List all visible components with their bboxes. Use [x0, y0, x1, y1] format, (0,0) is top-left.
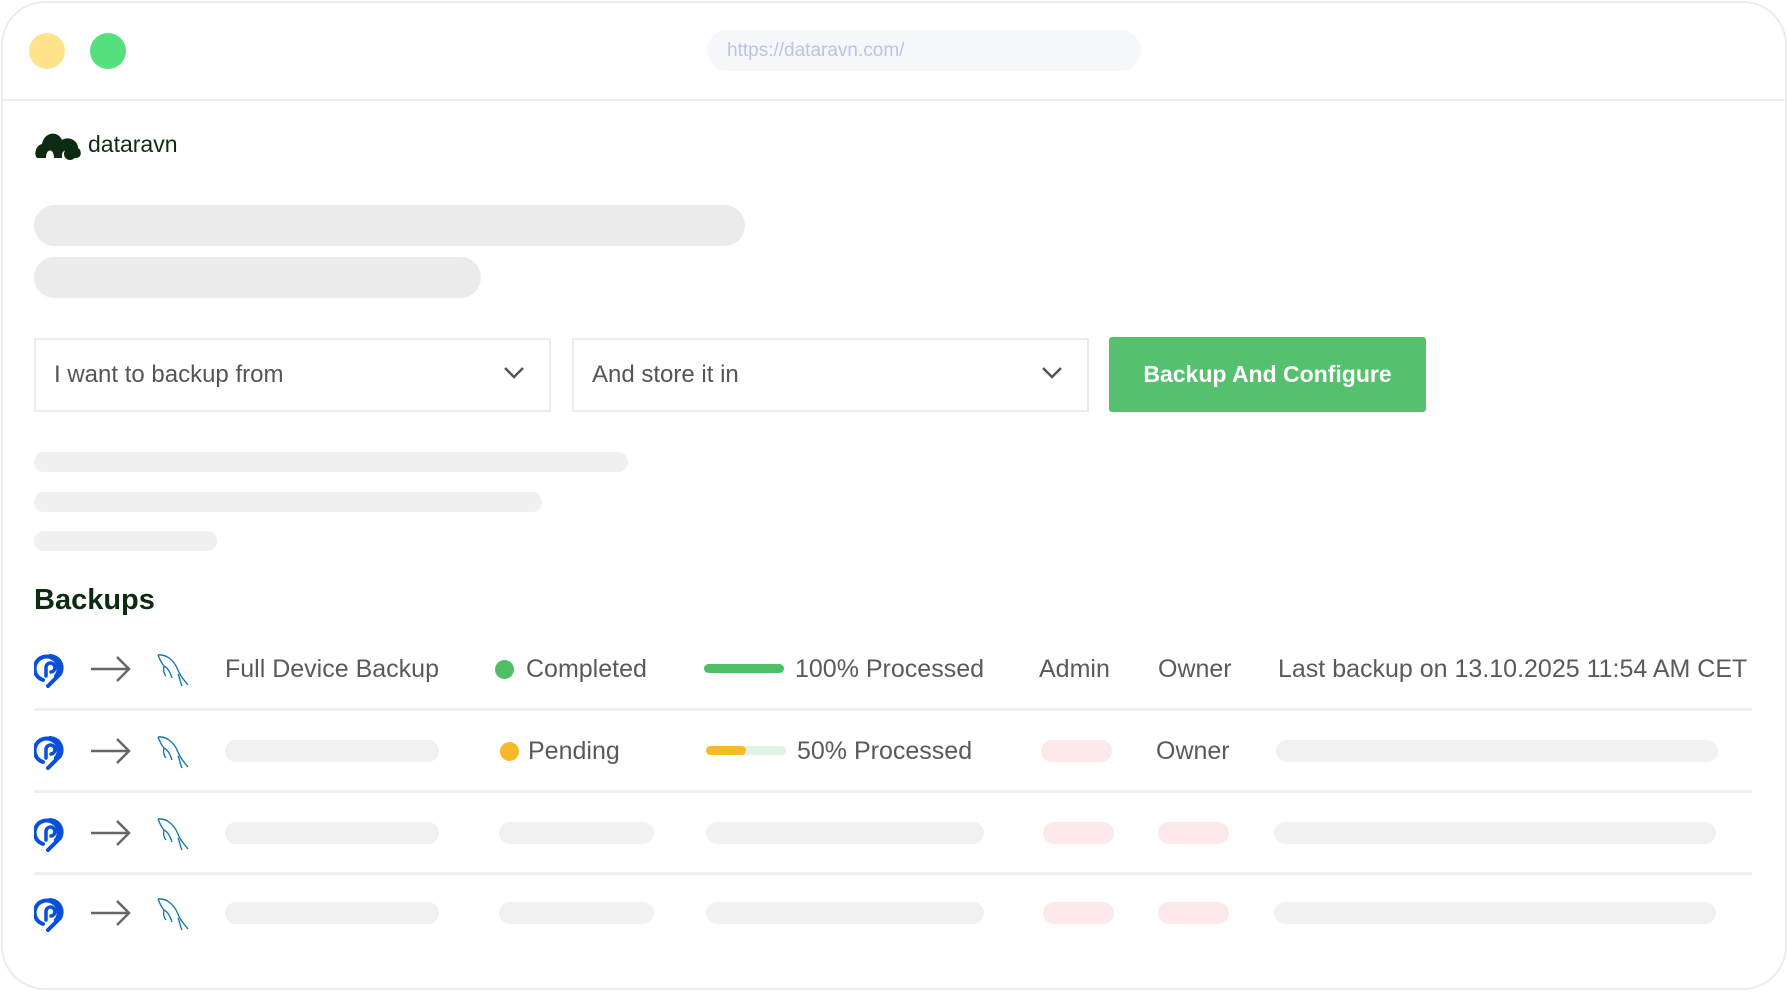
backup-row[interactable]: Full Device Backup Completed 100% Processe… — [32, 628, 1752, 710]
progress-bar — [704, 664, 784, 673]
skeleton-name — [225, 822, 439, 844]
skeleton-status — [499, 822, 654, 844]
arrow-right-icon — [89, 654, 133, 689]
status-text: Pending — [528, 737, 620, 765]
pcloud-icon — [32, 816, 66, 857]
skeleton-line — [34, 492, 542, 512]
status-text: Completed — [526, 655, 647, 683]
progress-label: 100% Processed — [795, 655, 985, 683]
pcloud-icon — [32, 652, 66, 693]
access: Owner — [1158, 655, 1232, 683]
skeleton-role — [1041, 740, 1112, 762]
mysql-icon — [154, 816, 190, 857]
destination-select[interactable]: And store it in — [572, 338, 1089, 412]
backup-row[interactable] — [32, 792, 1752, 874]
source-select[interactable]: I want to backup from — [34, 338, 551, 412]
backups-heading: Backups — [34, 584, 155, 616]
maximize-button[interactable] — [90, 33, 126, 69]
skeleton-progress — [706, 822, 984, 844]
skeleton-access — [1158, 902, 1229, 924]
skeleton-status — [499, 902, 654, 924]
skeleton-title — [34, 205, 745, 246]
brand-name: dataravn — [88, 130, 178, 157]
skeleton-name — [225, 902, 439, 924]
access: Owner — [1156, 737, 1230, 765]
chevron-down-icon — [504, 367, 524, 379]
backup-row[interactable] — [32, 872, 1752, 954]
skeleton-subtitle — [34, 257, 481, 298]
mysql-icon — [154, 652, 190, 693]
arrow-right-icon — [89, 898, 133, 933]
address-bar[interactable]: https://dataravn.com/ — [707, 30, 1141, 71]
row-divider — [34, 708, 1752, 711]
progress-fill — [706, 746, 746, 755]
backup-name: Full Device Backup — [225, 655, 439, 683]
last-backup: Last backup on 13.10.2025 11:54 AM CET — [1278, 655, 1748, 683]
skeleton-line — [34, 531, 217, 551]
skeleton-last-backup — [1274, 902, 1716, 924]
skeleton-last-backup — [1276, 740, 1718, 762]
skeleton-last-backup — [1274, 822, 1716, 844]
mysql-icon — [154, 896, 190, 937]
row-divider — [34, 790, 1752, 793]
arrow-right-icon — [89, 818, 133, 853]
skeleton-name — [225, 740, 439, 762]
pcloud-icon — [32, 896, 66, 937]
mysql-icon — [154, 734, 190, 775]
skeleton-line — [34, 452, 628, 472]
status-dot — [495, 660, 514, 679]
source-select-label: I want to backup from — [54, 361, 284, 388]
skeleton-role — [1043, 902, 1114, 924]
status-dot — [500, 742, 519, 761]
cloud-logo-icon — [35, 133, 81, 160]
arrow-right-icon — [89, 736, 133, 771]
skeleton-role — [1043, 822, 1114, 844]
header-divider — [2, 99, 1787, 101]
backup-configure-button[interactable]: Backup And Configure — [1109, 337, 1426, 412]
row-divider — [34, 872, 1752, 875]
progress-fill — [704, 664, 784, 673]
logo[interactable]: dataravn — [34, 128, 178, 160]
progress-bar — [706, 746, 786, 755]
backup-row[interactable]: Pending 50% Processed Owner — [32, 710, 1752, 792]
skeleton-access — [1158, 822, 1229, 844]
progress-label: 50% Processed — [797, 737, 973, 765]
role: Admin — [1039, 655, 1110, 683]
pcloud-icon — [32, 734, 66, 775]
skeleton-progress — [706, 902, 984, 924]
minimize-button[interactable] — [29, 33, 65, 69]
chevron-down-icon — [1042, 367, 1062, 379]
destination-select-label: And store it in — [592, 361, 739, 388]
